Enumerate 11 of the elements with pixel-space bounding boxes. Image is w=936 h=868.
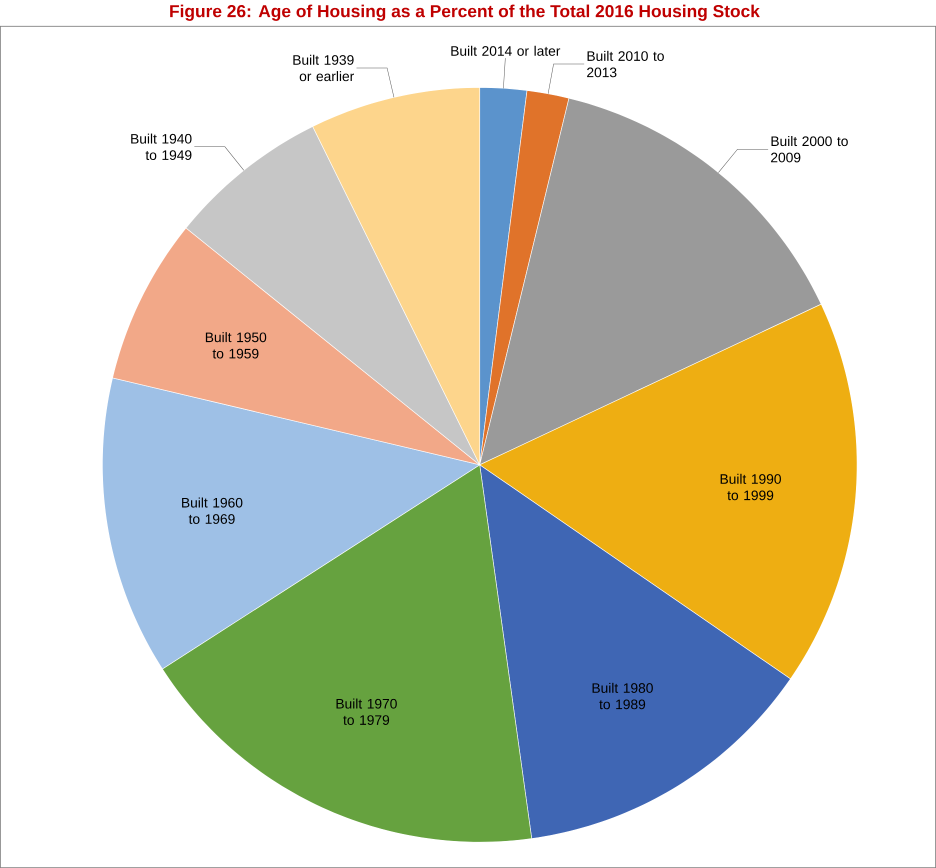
slice-label: Built 1960 to 1969 <box>182 497 242 524</box>
slice-label: Built 1990 to 1999 <box>720 474 781 500</box>
slice-label: Built 1940 to 1949 <box>131 134 192 160</box>
slice-label: Built 1950 to 1959 <box>206 332 266 358</box>
slice-label: Built 1970 to 1979 <box>336 698 397 725</box>
slice-label: Built 1939 or earlier <box>293 54 354 82</box>
chart-title: Figure 26: Age of Housing as a Percent of the Total 2016 Housing Stock <box>170 4 760 21</box>
slice-label: Built 1980 to 1989 <box>592 682 653 710</box>
slice-label: Built 2010 to 2013 <box>587 50 664 78</box>
slice-label: Built 2014 or later <box>451 46 560 56</box>
slice-label: Built 2000 to 2009 <box>771 136 848 162</box>
